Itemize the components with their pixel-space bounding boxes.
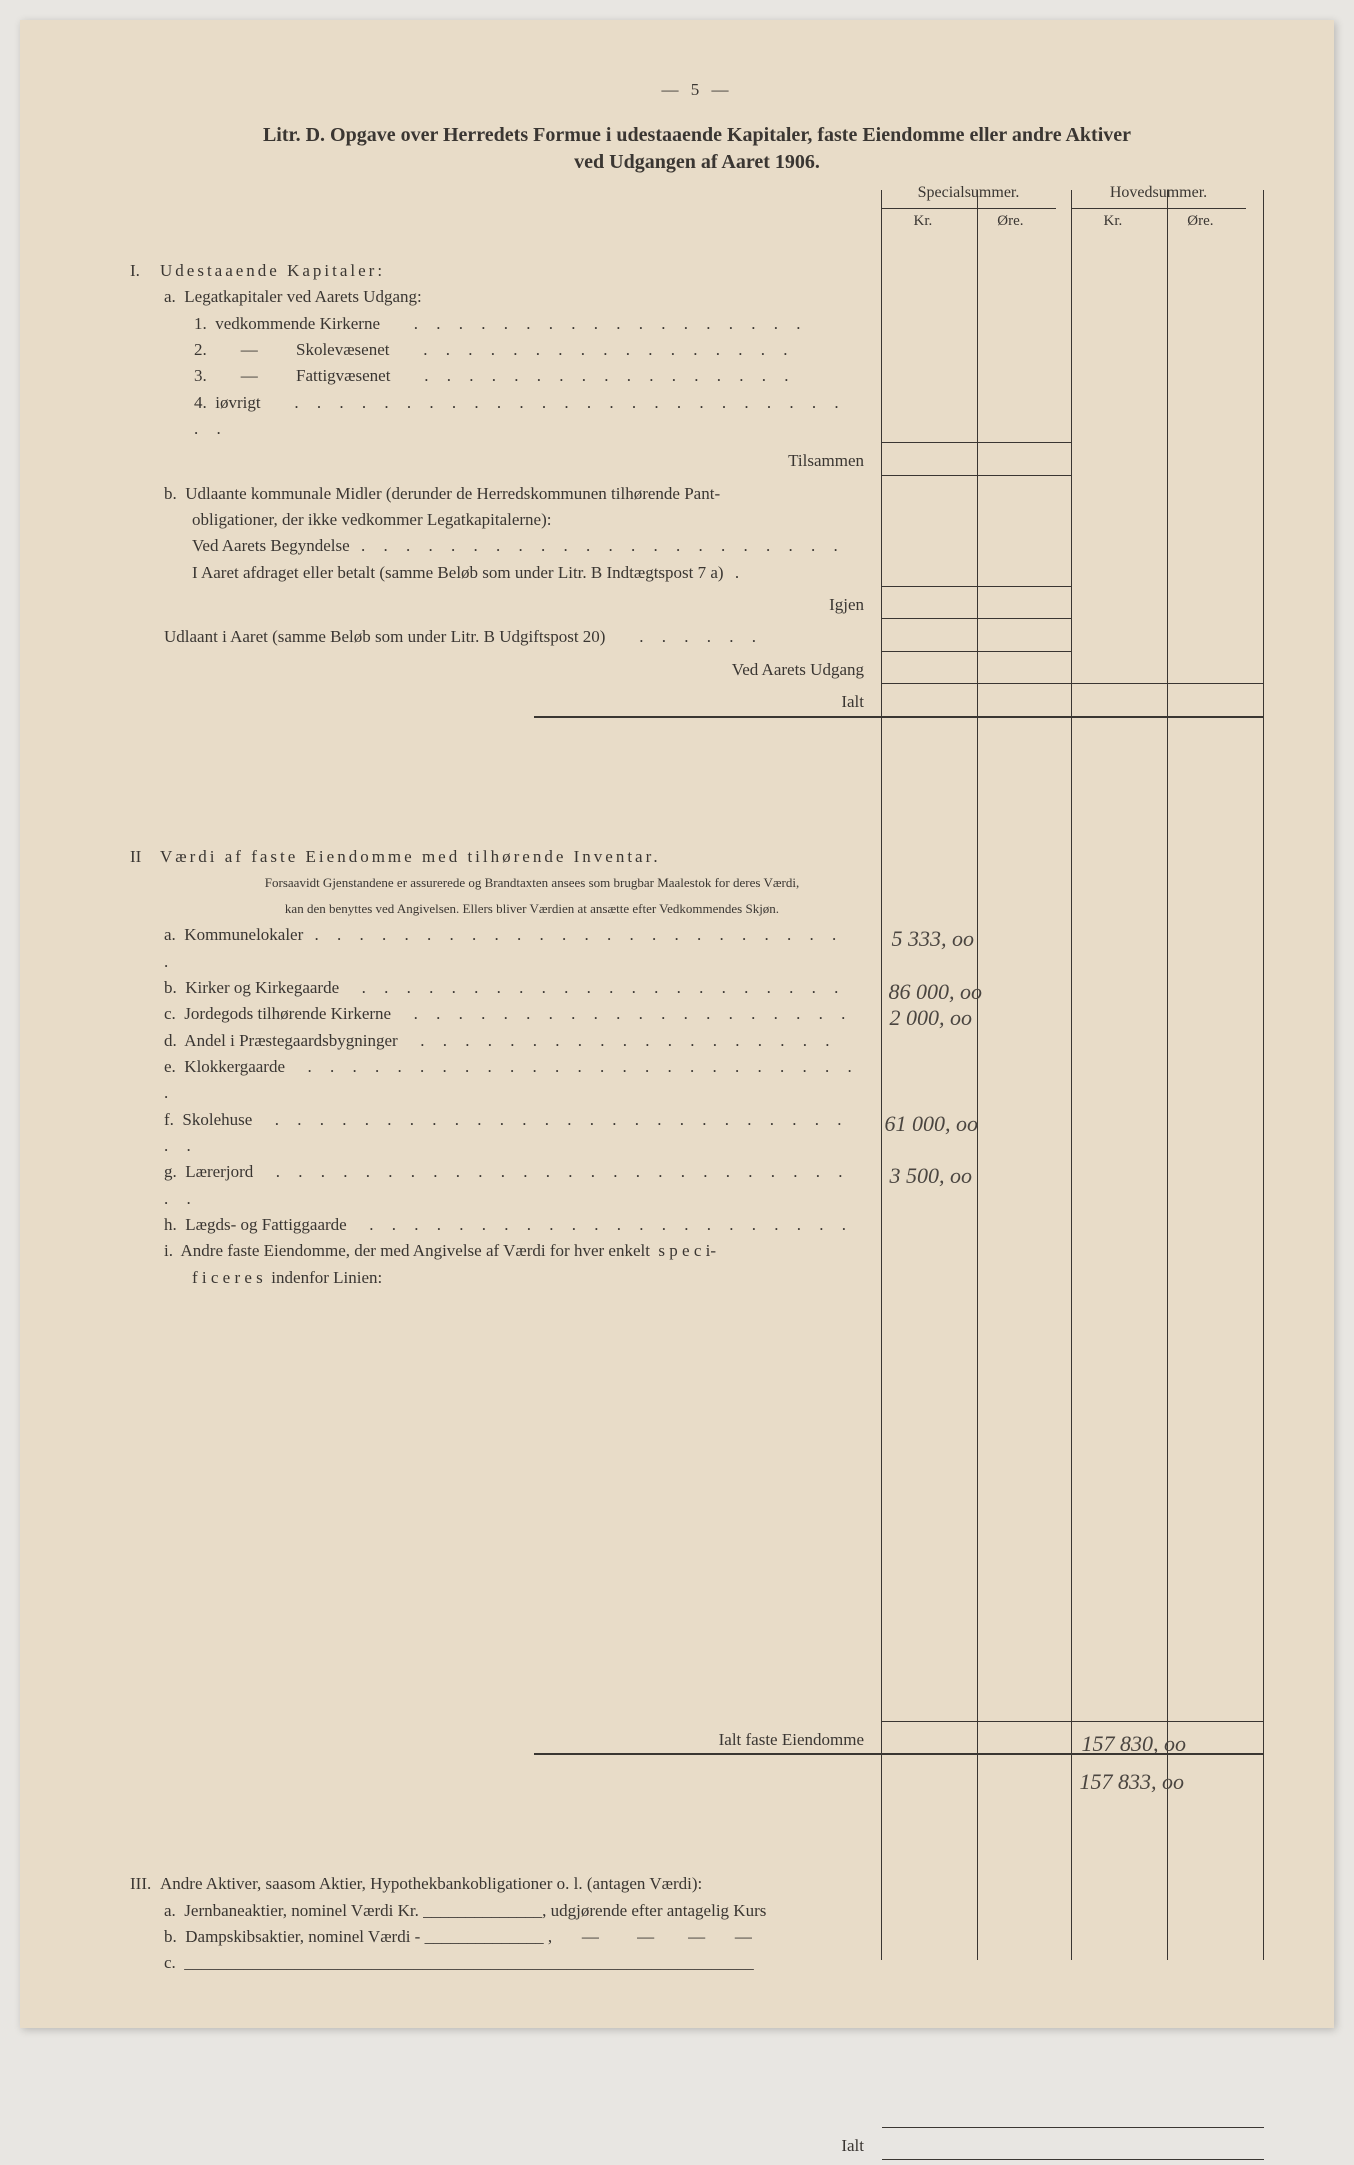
row-IIb: b. Kirker og Kirkegaarde . . . . . . . .… bbox=[130, 975, 1264, 1001]
hw-IIf: 61 000, oo bbox=[885, 1107, 979, 1141]
section-II-note1: Forsaavidt Gjenstandene er assurerede og… bbox=[130, 870, 1264, 896]
row-total2: 157 833, oo bbox=[130, 1761, 1264, 1791]
rule bbox=[882, 618, 1072, 619]
row-IIe: e. Klokkergaarde . . . . . . . . . . . .… bbox=[130, 1054, 1264, 1107]
rule bbox=[882, 1721, 1264, 1722]
page-number: — 5 — bbox=[130, 80, 1264, 100]
thick-rule bbox=[534, 716, 1264, 718]
row-Ia2: 2. — Skolevæsenet . . . . . . . . . . . … bbox=[130, 337, 1264, 363]
row-IIc: c. Jordegods tilhørende Kirkerne . . . .… bbox=[130, 1001, 1264, 1027]
row-IId: d. Andel i Præstegaardsbygninger . . . .… bbox=[130, 1028, 1264, 1054]
row-IIg: g. Lærerjord . . . . . . . . . . . . . .… bbox=[130, 1159, 1264, 1212]
kr-label: Kr. bbox=[914, 213, 933, 230]
row-IIh: h. Lægds- og Fattiggaarde . . . . . . . … bbox=[130, 1212, 1264, 1238]
thick-rule bbox=[534, 1753, 1264, 1755]
section-II-note2: kan den benyttes ved Angivelsen. Ellers … bbox=[130, 896, 1264, 922]
rule bbox=[882, 651, 1072, 652]
row-IIIc: c. _____________________________________… bbox=[130, 1950, 1264, 1976]
hw-IIg: 3 500, oo bbox=[890, 1159, 973, 1193]
row-ialt-III: Ialt bbox=[130, 2133, 1264, 2159]
col-hovedsummer: Hovedsummer. Kr. Øre. bbox=[1071, 184, 1246, 230]
section-title: Udestaaende Kapitaler: bbox=[160, 261, 385, 280]
row-Ib4: I Aaret afdraget eller betalt (samme Bel… bbox=[130, 560, 1264, 586]
rule bbox=[882, 2159, 1264, 2160]
section-num: III. bbox=[130, 1871, 160, 1897]
content-area: I.Udestaaende Kapitaler: a. Legatkapital… bbox=[130, 244, 1264, 2165]
row-vedUdgang: Ved Aarets Udgang bbox=[130, 657, 1264, 683]
rule bbox=[882, 475, 1072, 476]
column-headers: Specialsummer. Kr. Øre. Hovedsummer. Kr.… bbox=[130, 184, 1264, 238]
row-Ia: a. Legatkapitaler ved Aarets Udgang: bbox=[130, 284, 1264, 310]
rule bbox=[882, 683, 1264, 684]
kr-label-2: Kr. bbox=[1104, 213, 1123, 230]
row-tilsammen: Tilsammen bbox=[130, 448, 1264, 474]
rule bbox=[882, 2127, 1264, 2128]
page-subtitle: ved Udgangen af Aaret 1906. bbox=[130, 151, 1264, 174]
row-IIi2: f i c e r e s indenfor Linien: bbox=[130, 1265, 1264, 1291]
row-Ib1: b. Udlaante kommunale Midler (derunder d… bbox=[130, 481, 1264, 507]
row-Ia4: 4. iøvrigt . . . . . . . . . . . . . . .… bbox=[130, 390, 1264, 443]
row-ialt-I: Ialt bbox=[130, 689, 1264, 715]
row-IIIa: a. Jernbaneaktier, nominel Værdi Kr. ___… bbox=[130, 1898, 1264, 1924]
section-num: I. bbox=[130, 258, 160, 284]
hoved-label: Hovedsummer. bbox=[1110, 184, 1207, 201]
row-Ib5: Udlaant i Aaret (samme Beløb som under L… bbox=[130, 624, 1264, 650]
row-Ia3: 3. — Fattigvæsenet . . . . . . . . . . .… bbox=[130, 363, 1264, 389]
row-IIf: f. Skolehuse . . . . . . . . . . . . . .… bbox=[130, 1107, 1264, 1160]
ore-label-2: Øre. bbox=[1187, 213, 1213, 230]
rule bbox=[882, 586, 1072, 587]
col-specialsummer: Specialsummer. Kr. Øre. bbox=[881, 184, 1056, 230]
document-page: — 5 — Litr. D. Opgave over Herredets For… bbox=[20, 20, 1334, 2028]
row-Ib2: obligationer, der ikke vedkommer Legatka… bbox=[130, 507, 1264, 533]
hw-IIa: 5 333, oo bbox=[892, 922, 975, 956]
section-III-header: III.Andre Aktiver, saasom Aktier, Hypoth… bbox=[130, 1871, 1264, 1897]
section-num: II bbox=[130, 844, 160, 870]
row-igjen: Igjen bbox=[130, 592, 1264, 618]
special-label: Specialsummer. bbox=[918, 184, 1020, 201]
ore-label: Øre. bbox=[997, 213, 1023, 230]
row-IIIb: b. Dampskibsaktier, nominel Værdi - ____… bbox=[130, 1924, 1264, 1950]
row-Ia1: 1. vedkommende Kirkerne . . . . . . . . … bbox=[130, 311, 1264, 337]
hw-total2: 157 833, oo bbox=[1080, 1765, 1185, 1799]
row-Ib3: Ved Aarets Begyndelse . . . . . . . . . … bbox=[130, 533, 1264, 559]
page-title: Litr. D. Opgave over Herredets Formue i … bbox=[130, 124, 1264, 147]
row-IIi1: i. Andre faste Eiendomme, der med Angive… bbox=[130, 1238, 1264, 1264]
row-ialtFaste: Ialt faste Eiendomme 157 830, oo bbox=[130, 1727, 1264, 1753]
section-I-header: I.Udestaaende Kapitaler: bbox=[130, 258, 1264, 284]
section-II-header: IIVærdi af faste Eiendomme med tilhørend… bbox=[130, 844, 1264, 870]
section-title: Andre Aktiver, saasom Aktier, Hypothekba… bbox=[160, 1874, 702, 1893]
rule bbox=[882, 442, 1072, 443]
row-IIa: a. Kommunelokaler . . . . . . . . . . . … bbox=[130, 922, 1264, 975]
section-title: Værdi af faste Eiendomme med tilhørende … bbox=[160, 847, 661, 866]
